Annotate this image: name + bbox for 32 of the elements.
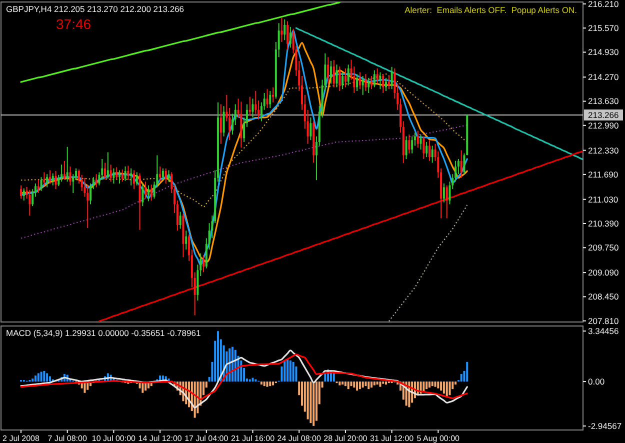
x-tick-label: 5 Aug 00:00	[416, 434, 460, 443]
x-tick-label: 31 Jul 12:00	[370, 434, 414, 443]
x-tick-label: 28 Jul 20:00	[324, 434, 368, 443]
y-tick-label: 209.090	[588, 268, 619, 278]
ref-line-label: 213.266	[588, 110, 619, 120]
y-tick-label: 209.750	[588, 242, 619, 253]
annotation: Alerter: Emails Alerts OFF. Popup Alerts ON.	[404, 5, 577, 15]
y-tick-label: 211.030	[588, 194, 618, 204]
chart-title: GBPJPY,H4 212.205 213.270 212.200 213.266	[6, 4, 184, 14]
chart-title: MACD (5,34,9) 1.29931 0.00000 -0.35651 -0.78961	[6, 328, 201, 338]
y-tick-label: 210.390	[588, 218, 619, 229]
y-tick-label: -2.94567	[588, 421, 622, 432]
x-tick-label: 21 Jul 16:00	[230, 434, 276, 443]
annotation: 37:46	[56, 16, 92, 32]
y-tick-label: 0.00	[588, 376, 605, 387]
x-tick-label: 10 Jul 00:00	[92, 434, 136, 443]
y-tick-label: 215.570	[588, 23, 619, 34]
x-tick-label: 2 Jul 2008	[2, 434, 40, 443]
x-tick-label: 7 Jul 08:00	[48, 434, 88, 443]
x-tick-label: 14 Jul 12:00	[138, 434, 182, 443]
y-tick-label: 208.450	[588, 292, 619, 302]
y-tick-label: 214.270	[588, 72, 619, 82]
y-tick-label: 212.330	[588, 145, 619, 156]
y-tick-label: 214.930	[588, 47, 619, 58]
y-tick-label: 212.990	[588, 120, 619, 130]
y-tick-label: 207.810	[588, 316, 619, 326]
x-tick-label: 17 Jul 04:00	[184, 434, 229, 443]
y-tick-label: 216.210	[588, 0, 619, 9]
y-tick-label: 213.630	[588, 96, 619, 106]
x-tick-label: 24 Jul 08:00	[277, 434, 322, 443]
y-tick-label: 3.34456	[588, 326, 619, 336]
y-tick-label: 211.690	[588, 169, 618, 180]
